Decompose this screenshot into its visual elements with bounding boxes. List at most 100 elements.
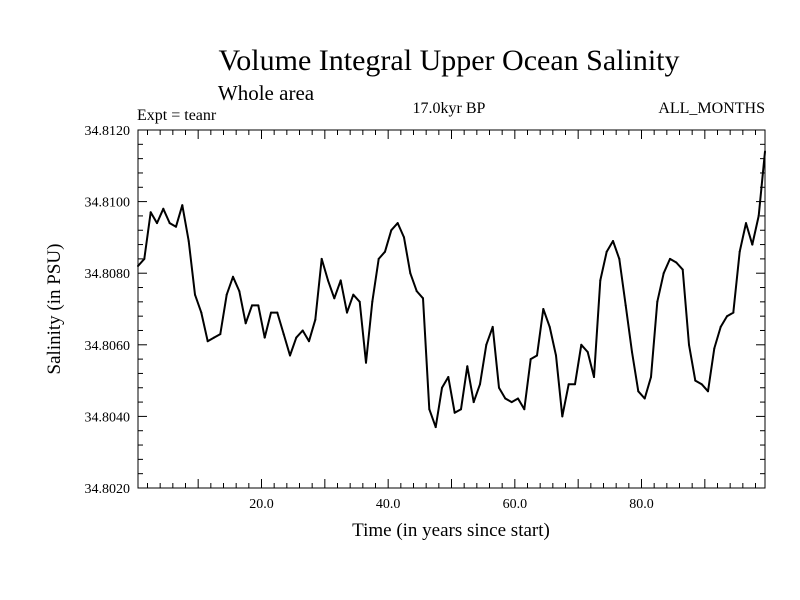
y-tick-label: 34.8020 [85, 482, 131, 497]
data-point [694, 379, 697, 382]
data-point [643, 397, 646, 400]
data-point [390, 229, 393, 232]
data-point [586, 351, 589, 353]
data-point [213, 336, 215, 339]
data-point [555, 354, 557, 357]
x-tick-label: 60.0 [503, 497, 528, 512]
y-tick-label: 34.8040 [85, 410, 131, 425]
data-point [599, 279, 602, 282]
data-point [320, 257, 323, 260]
data-point [472, 401, 475, 404]
data-point [149, 211, 152, 214]
data-point [441, 386, 443, 389]
data-point [580, 343, 583, 346]
data-point [593, 376, 595, 378]
data-point [466, 365, 469, 368]
data-point [460, 408, 462, 411]
data-point [529, 358, 532, 361]
x-tick-label: 40.0 [376, 497, 401, 512]
data-point [510, 401, 513, 404]
data-point [498, 386, 500, 389]
data-point [352, 293, 355, 296]
data-point [244, 322, 247, 325]
data-point [681, 268, 684, 271]
data-point [137, 265, 139, 267]
data-point [206, 340, 209, 343]
data-point [428, 408, 431, 411]
data-point [453, 411, 456, 414]
data-point [257, 304, 260, 307]
chart-title: Volume Integral Upper Ocean Salinity [219, 44, 680, 77]
data-point [504, 397, 507, 400]
data-point [675, 261, 678, 264]
data-point [415, 290, 418, 293]
data-point [301, 329, 304, 332]
data-point [605, 250, 608, 253]
data-point [181, 204, 184, 207]
data-point [764, 150, 766, 153]
data-point [276, 311, 279, 314]
data-point [757, 214, 760, 217]
data-point [333, 297, 336, 300]
data-point [669, 257, 671, 260]
data-point [409, 272, 412, 275]
data-point [738, 250, 741, 253]
data-point [650, 376, 652, 378]
data-point [143, 257, 146, 260]
data-point [403, 236, 405, 239]
data-point [289, 354, 291, 357]
plot-frame [137, 129, 766, 489]
data-point [548, 325, 551, 328]
data-point [624, 304, 627, 307]
data-point [662, 272, 665, 275]
data-point [612, 240, 614, 242]
data-point [168, 222, 171, 225]
data-point [314, 318, 317, 321]
data-point [491, 325, 494, 328]
data-point [631, 351, 633, 353]
data-point [365, 361, 367, 364]
data-point [346, 311, 348, 314]
data-point [194, 293, 196, 296]
salinity-series-line [137, 151, 766, 429]
data-point [434, 426, 437, 429]
data-point [263, 336, 266, 339]
data-point [745, 222, 747, 225]
data-point [232, 275, 234, 278]
x-tick-label: 20.0 [249, 497, 274, 512]
data-point [485, 343, 488, 346]
data-point [561, 415, 564, 418]
data-point [700, 383, 703, 386]
y-tick-label: 34.8120 [85, 124, 131, 139]
data-point [656, 300, 659, 303]
data-point [688, 343, 690, 346]
data-point [447, 376, 450, 378]
data-point [225, 293, 228, 296]
y-axis-label: Salinity (in PSU) [44, 244, 65, 375]
data-point [162, 207, 165, 210]
data-point [200, 311, 203, 314]
y-axis-tick-labels: 34.8020 34.8040 34.8060 34.8080 34.8100 34.81… [85, 124, 131, 497]
data-point [567, 383, 570, 386]
months-label: ALL_MONTHS [658, 100, 765, 117]
x-axis-label: Time (in years since start) [352, 520, 550, 541]
data-point [574, 383, 576, 386]
y-tick-label: 34.8080 [85, 267, 131, 282]
y-tick-label: 34.8100 [85, 196, 131, 211]
y-tick-label: 34.8060 [85, 339, 131, 354]
data-point [270, 311, 272, 314]
experiment-label: Expt = teanr [137, 107, 217, 124]
data-point [295, 336, 298, 339]
data-point [238, 290, 241, 293]
data-point [377, 257, 380, 260]
data-point [187, 240, 190, 242]
data-point [327, 279, 329, 282]
data-point [156, 222, 158, 225]
data-point [175, 225, 177, 228]
salinity-data-points [137, 150, 766, 429]
data-point [219, 333, 222, 336]
data-point [517, 397, 519, 400]
data-point [542, 308, 545, 310]
data-point [726, 315, 728, 318]
